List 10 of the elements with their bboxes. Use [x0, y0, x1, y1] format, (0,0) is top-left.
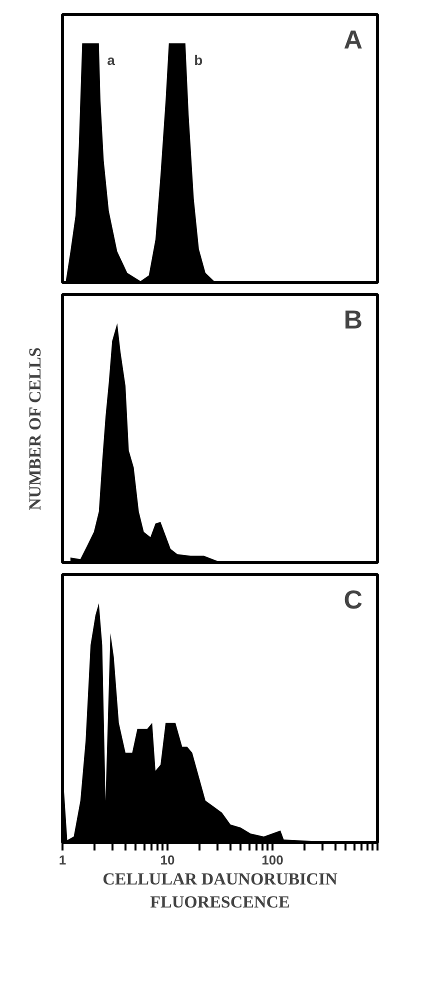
y-axis-title: NUMBER OF CELLS	[26, 347, 44, 510]
x-tick-label: 100	[262, 852, 284, 868]
chart-title: B	[344, 304, 363, 334]
x-tick-label: 10	[160, 852, 175, 868]
x-tick-label: 1	[58, 852, 66, 868]
x-axis-title: CELLULAR DAUNORUBICIN FLUORESCENCE	[102, 870, 338, 912]
chart-title: C	[344, 584, 363, 614]
annotation: a	[107, 52, 116, 68]
annotation: b	[194, 52, 203, 68]
chart-title: A	[344, 24, 363, 54]
